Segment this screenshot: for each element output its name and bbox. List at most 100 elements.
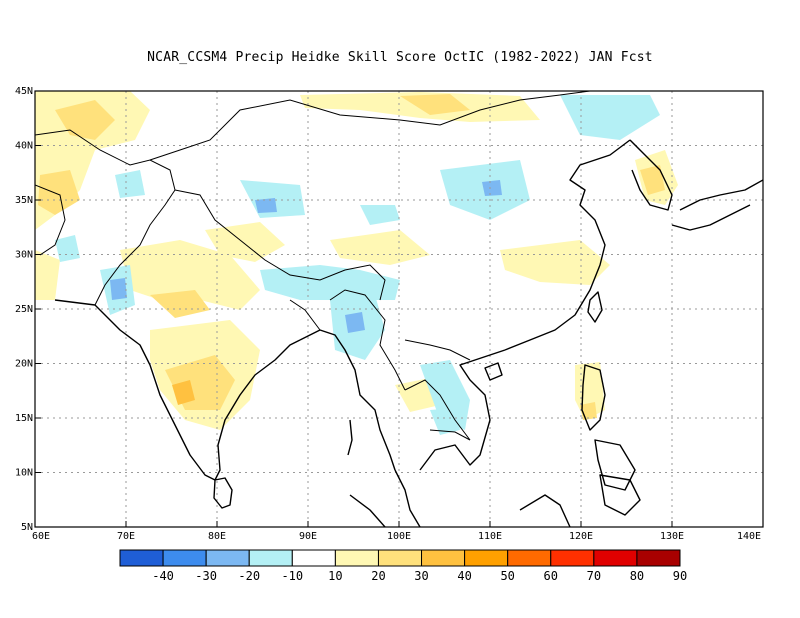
malay-coast <box>394 469 421 527</box>
grid-lines <box>35 91 763 527</box>
colorbar-label: 40 <box>457 569 471 583</box>
borders <box>35 91 641 441</box>
colorbar-swatch <box>421 549 466 567</box>
shade-ylw2-north-india <box>150 290 210 318</box>
colorbar-swatch <box>377 549 423 567</box>
shade-cyan-afghan <box>115 170 145 198</box>
border-iran-afghan <box>35 184 66 256</box>
lat-tick-label: 35N <box>15 195 33 206</box>
hainan-coast <box>484 362 503 381</box>
shade-blue-myanmar <box>345 312 365 333</box>
japan-coast <box>679 179 763 211</box>
shade-cyan-himalaya <box>260 265 400 300</box>
chart-title: NCAR_CCSM4 Precip Heidke Skill Score Oct… <box>147 50 653 65</box>
shade-blue-pakistan <box>110 278 127 300</box>
lat-tick-label: 15N <box>15 413 33 424</box>
shade-cyan-china-mid <box>360 205 400 225</box>
shade-orange-india <box>172 380 195 405</box>
border-china-russia <box>559 91 591 96</box>
colorbar-label: 70 <box>587 569 601 583</box>
lat-tick-label: 25N <box>15 304 33 315</box>
colorbar-label: 30 <box>414 569 428 583</box>
colorbar-label: 80 <box>630 569 644 583</box>
colorbar-swatch <box>550 549 595 567</box>
border-cambodia <box>429 429 471 441</box>
border-india-pakistan <box>94 189 176 306</box>
colorbar-label: -20 <box>238 569 260 583</box>
indochina-coast <box>419 349 506 471</box>
shade-yellow-tibet <box>205 222 285 262</box>
lon-tick-label: 120E <box>569 531 593 542</box>
colorbar-swatch <box>464 549 509 567</box>
border-china-mongolia <box>149 94 561 161</box>
lon-tick-label: 140E <box>737 531 761 542</box>
sri-lanka-coast <box>213 477 233 509</box>
colorbar-swatch <box>334 549 379 567</box>
shade-yellow-china-east <box>500 240 610 285</box>
lon-tick-label: 60E <box>32 531 50 542</box>
shade-yellow-arabian <box>35 250 60 300</box>
shade-ylw2-mongolia <box>400 94 470 115</box>
colorbar-label: -40 <box>152 569 174 583</box>
lon-tick-label: 100E <box>387 531 411 542</box>
mindanao-coast <box>599 474 641 516</box>
colorbar-swatch <box>162 549 207 567</box>
shade-ylw2-korea <box>640 165 665 195</box>
colorbar-label: 20 <box>371 569 385 583</box>
border-china-se-asia <box>404 339 471 361</box>
lat-tick-label: 30N <box>15 250 33 261</box>
shade-blue-china-north <box>482 180 502 196</box>
colorbar-swatch <box>205 549 250 567</box>
shade-yellow-china-central <box>330 230 430 265</box>
shade-cyan-vietnam <box>430 408 460 435</box>
lon-tick-label: 90E <box>299 531 317 542</box>
colorbar-label: 50 <box>500 569 514 583</box>
taiwan-coast <box>587 291 603 323</box>
shade-cyan-iran <box>55 235 80 262</box>
border-myanmar <box>329 289 406 391</box>
visayas-coast <box>594 439 636 491</box>
colorbar-label: 90 <box>673 569 687 583</box>
colorbar-label: 60 <box>544 569 558 583</box>
colorbar-label: -30 <box>195 569 217 583</box>
borneo-coast <box>519 494 571 527</box>
luzon-coast <box>581 364 606 431</box>
sumatra-coast <box>349 494 386 527</box>
lat-tick-label: 10N <box>15 468 33 479</box>
bay-coast <box>299 329 396 471</box>
colorbar-swatch <box>119 549 164 567</box>
lon-tick-labels: 60E 70E 80E 90E 100E 110E 120E 130E 140E <box>32 521 764 542</box>
colorbar-swatch <box>507 549 552 567</box>
korea-coast <box>629 139 673 211</box>
border-bangladesh <box>289 299 321 331</box>
lat-tick-label: 45N <box>15 86 33 97</box>
colorbar-swatch <box>636 549 681 567</box>
india-coast <box>54 299 301 481</box>
border-central-asia <box>35 129 176 191</box>
china-coast <box>504 139 631 351</box>
lat-tick-label: 40N <box>15 141 33 152</box>
lon-tick-label: 80E <box>208 531 226 542</box>
coastlines <box>54 139 763 527</box>
colorbar-label: -10 <box>281 569 303 583</box>
shade-blue-tibet <box>255 198 277 213</box>
shade-cyan-mongolia-east <box>560 95 660 140</box>
border-korea <box>629 139 641 151</box>
lat-tick-label: 5N <box>21 522 33 533</box>
andaman-coast <box>347 419 353 456</box>
lon-tick-label: 130E <box>660 531 684 542</box>
border-laos-thai <box>404 379 471 441</box>
shade-ylw2-afghan <box>38 170 80 215</box>
japan-south <box>671 204 751 231</box>
shade-yellow-north-india <box>120 240 260 310</box>
border-himalaya <box>174 189 386 301</box>
shade-cyan-thailand <box>420 360 470 430</box>
colorbar-swatch <box>291 549 336 567</box>
colorbar-swatch <box>593 549 638 567</box>
skill-shading <box>35 91 678 435</box>
lon-tick-label: 110E <box>478 531 502 542</box>
colorbar-swatch <box>248 549 293 567</box>
colorbar: -40 -30 -20 -10 10 20 30 40 50 60 70 80 90 <box>119 549 687 583</box>
colorbar-label: 10 <box>328 569 342 583</box>
